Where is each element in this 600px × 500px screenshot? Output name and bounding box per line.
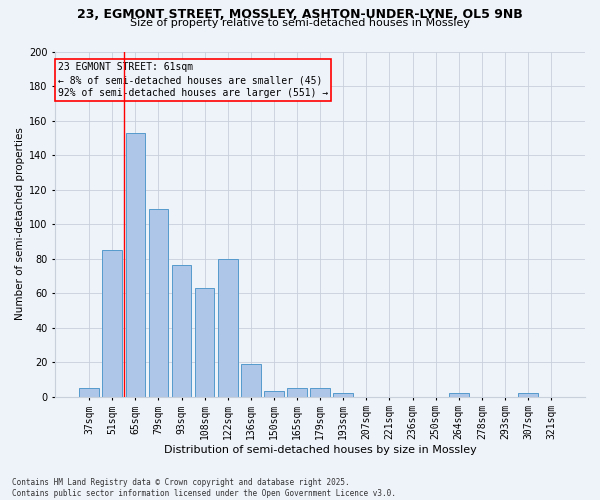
Text: 23, EGMONT STREET, MOSSLEY, ASHTON-UNDER-LYNE, OL5 9NB: 23, EGMONT STREET, MOSSLEY, ASHTON-UNDER… [77, 8, 523, 20]
Bar [310, 388, 330, 396]
Bar [195, 288, 214, 397]
Bar [241, 364, 260, 396]
Text: Contains HM Land Registry data © Crown copyright and database right 2025.
Contai: Contains HM Land Registry data © Crown c… [12, 478, 396, 498]
Bar [172, 266, 191, 396]
Bar [125, 132, 145, 396]
Bar [149, 208, 169, 396]
Bar [518, 393, 538, 396]
Text: Size of property relative to semi-detached houses in Mossley: Size of property relative to semi-detach… [130, 18, 470, 28]
Bar [334, 393, 353, 396]
Bar [218, 258, 238, 396]
Bar [287, 388, 307, 396]
Bar [449, 393, 469, 396]
Text: 23 EGMONT STREET: 61sqm
← 8% of semi-detached houses are smaller (45)
92% of sem: 23 EGMONT STREET: 61sqm ← 8% of semi-det… [58, 62, 328, 98]
Bar [79, 388, 99, 396]
X-axis label: Distribution of semi-detached houses by size in Mossley: Distribution of semi-detached houses by … [164, 445, 476, 455]
Bar [103, 250, 122, 396]
Y-axis label: Number of semi-detached properties: Number of semi-detached properties [15, 128, 25, 320]
Bar [264, 392, 284, 396]
